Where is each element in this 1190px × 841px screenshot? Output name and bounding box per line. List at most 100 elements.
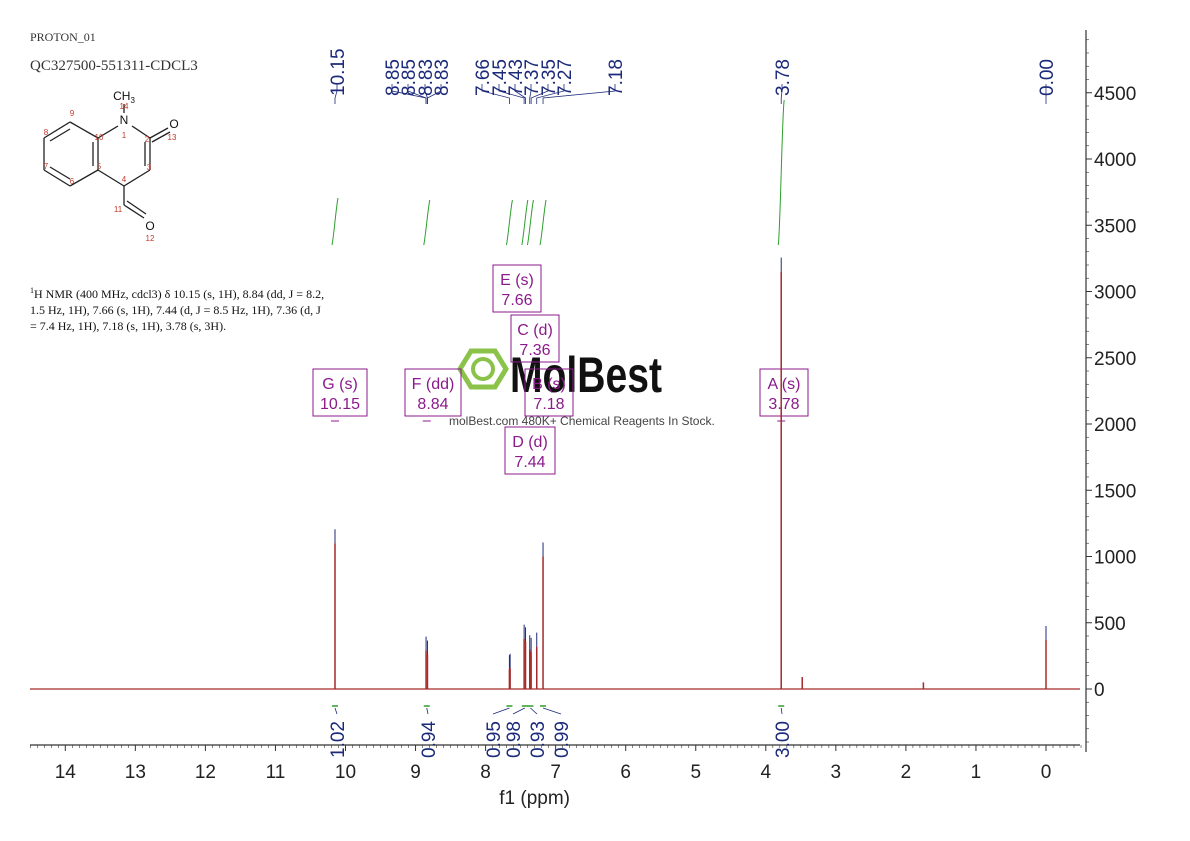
molecule-atom-label: N xyxy=(120,113,129,127)
peak-label-connector xyxy=(529,84,532,104)
molecule-atom-number: 3 xyxy=(147,163,152,172)
multiplet-id: C (d) xyxy=(517,322,553,339)
molecule-atom-number: 9 xyxy=(70,109,75,118)
spectrum xyxy=(30,257,1080,690)
axes: 14 13 12 11 10 9 8 7 6 5 4 3 2 1 0f1 (ppm)050010001500… xyxy=(29,30,1136,809)
integral-curve xyxy=(331,197,339,246)
y-tick-label: 4500 xyxy=(1094,84,1136,105)
y-tick-label: 0 xyxy=(1094,680,1105,701)
integral-curve xyxy=(539,199,547,246)
peak-label: 8.83 xyxy=(416,59,437,96)
peak-label: 8.85 xyxy=(383,59,404,96)
y-tick-label: 2000 xyxy=(1094,415,1136,436)
experiment-name: PROTON_01 xyxy=(30,30,96,44)
multiplet-shift: 7.36 xyxy=(519,342,550,359)
peak-label: 7.18 xyxy=(606,59,627,96)
y-tick-label: 3000 xyxy=(1094,283,1136,304)
molecule-atom-number: 2 xyxy=(145,135,150,144)
multiplet-boxes: G (s) 10.15 F (dd) 8.84 E (s) 7.66 C (d) 7.36 B … xyxy=(312,264,809,475)
multiplet-id: F (dd) xyxy=(412,376,455,393)
peak-labels: 10.15 8.858.858.838.83 7.667.457.437.377.3… xyxy=(328,48,1058,104)
multiplet-shift: 10.15 xyxy=(320,396,360,413)
x-tick-label: 6 xyxy=(620,762,631,783)
peak-label-connector xyxy=(530,84,549,104)
multiplet-box xyxy=(510,314,560,363)
peak-label: 10.15 xyxy=(328,48,349,96)
x-tick-label: 8 xyxy=(480,762,491,783)
molecule-atom-number: 1 xyxy=(122,131,127,140)
nmr-description: 1H NMR (400 MHz, cdcl3) δ 10.15 (s, 1H),… xyxy=(30,283,330,334)
peak-label-connector xyxy=(780,84,783,104)
molecule-atom-label: O xyxy=(169,117,178,131)
integral-curve xyxy=(423,199,431,246)
integral-curve xyxy=(521,199,529,246)
molecule-atom-number: 6 xyxy=(70,177,75,186)
integral-value: 0.98 xyxy=(504,721,525,758)
peak-label: 0.00 xyxy=(1037,59,1058,96)
molecule-atom-number: 5 xyxy=(97,162,102,171)
peak-label: 7.27 xyxy=(555,59,576,96)
integral-value: 1.02 xyxy=(328,721,349,758)
peak-label: 7.35 xyxy=(539,59,560,96)
multiplet-box xyxy=(404,368,462,417)
integral-connector xyxy=(492,707,510,715)
multiplet-box xyxy=(504,426,556,475)
multiplet-shift: 3.78 xyxy=(768,396,799,413)
multiplet-id: E (s) xyxy=(500,272,534,289)
y-tick-label: 4000 xyxy=(1094,150,1136,171)
nmr-description-text: H NMR (400 MHz, cdcl3) δ 10.15 (s, 1H), … xyxy=(30,287,325,333)
y-tick-label: 500 xyxy=(1094,614,1126,635)
x-tick-label: 4 xyxy=(761,762,772,783)
molecule-atom-number: 12 xyxy=(146,234,155,243)
molecule-structure xyxy=(43,104,171,219)
molecule-atom-number: 13 xyxy=(168,133,177,142)
integral-value: 0.95 xyxy=(484,721,505,758)
x-tick-label: 12 xyxy=(195,762,216,783)
multiplet-id: A (s) xyxy=(768,376,801,393)
x-tick-label: 9 xyxy=(410,762,421,783)
integral-value: 0.94 xyxy=(419,721,440,758)
integral-connector xyxy=(530,707,538,715)
molecule-atom-number: 8 xyxy=(44,128,49,137)
molecule-atom-number: 4 xyxy=(122,175,127,184)
peak-label: 7.43 xyxy=(506,59,527,96)
integral-value: 3.00 xyxy=(773,721,794,758)
molecule-atom-label: CH3 xyxy=(113,89,135,105)
multiplet-shift: 7.18 xyxy=(533,396,564,413)
peak-label-connector xyxy=(498,84,525,104)
molecule-atom-number: 14 xyxy=(120,102,129,111)
watermark-logo-ring xyxy=(471,357,495,381)
multiplet-box xyxy=(312,368,368,417)
sample-id: QC327500-551311-CDCL3 xyxy=(30,58,198,74)
integral-curve xyxy=(505,199,513,246)
x-tick-label: 0 xyxy=(1041,762,1052,783)
x-tick-label: 1 xyxy=(971,762,982,783)
peak-label-connector xyxy=(542,84,616,104)
y-tick-label: 1500 xyxy=(1094,481,1136,502)
peak-label-connector xyxy=(427,84,442,104)
multiplet-shift: 8.84 xyxy=(417,396,448,413)
integral-connector xyxy=(426,707,429,715)
integral-value: 0.93 xyxy=(528,721,549,758)
x-tick-label: 5 xyxy=(690,762,701,783)
x-tick-label: 3 xyxy=(831,762,842,783)
molecule-atom-number: 7 xyxy=(44,162,49,171)
peak-label: 7.45 xyxy=(490,59,511,96)
integral-connector xyxy=(334,707,338,715)
x-tick-label: 14 xyxy=(55,762,77,783)
y-tick-label: 3500 xyxy=(1094,216,1136,237)
multiplet-box xyxy=(759,368,809,417)
y-tick-label: 2500 xyxy=(1094,349,1136,370)
multiplet-box xyxy=(524,368,574,417)
peak-label: 3.78 xyxy=(773,59,794,96)
peak-label: 8.85 xyxy=(399,59,420,96)
integral-connector xyxy=(512,707,526,715)
multiplet-id: D (d) xyxy=(512,434,548,451)
molecule-atom-number: 10 xyxy=(95,133,104,142)
integral-curve xyxy=(526,199,534,246)
peak-label-connector xyxy=(514,84,526,104)
watermark-logo-icon xyxy=(457,348,509,390)
peak-label-connector xyxy=(407,84,427,104)
